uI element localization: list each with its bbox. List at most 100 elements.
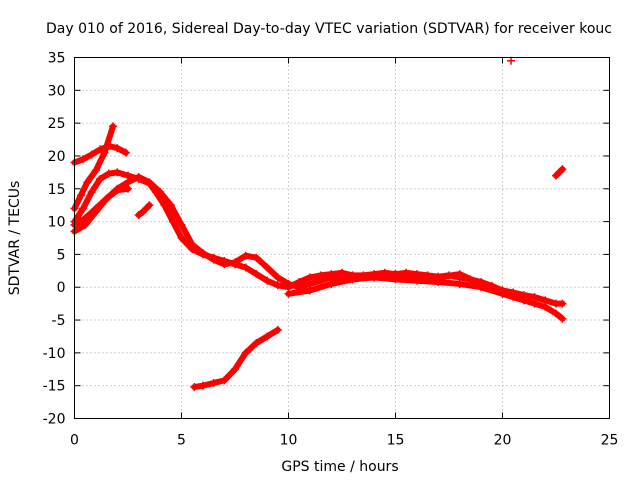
data-point (76, 191, 85, 200)
data-point (91, 204, 100, 213)
data-point (558, 299, 567, 308)
data-point (87, 188, 96, 197)
grid (74, 57, 610, 419)
data-point (87, 150, 96, 159)
data-point (391, 270, 400, 279)
data-point (231, 365, 239, 374)
data-point (284, 279, 293, 288)
data-point (166, 201, 175, 210)
data-series (70, 56, 567, 391)
data-point (509, 289, 518, 298)
data-point (305, 286, 314, 295)
data-point (109, 122, 118, 131)
series-line (135, 202, 153, 218)
data-point (241, 263, 250, 272)
data-point (263, 276, 272, 285)
data-point (552, 309, 560, 318)
data-point (156, 188, 165, 197)
x-tick-label: 0 (70, 433, 79, 449)
data-point (124, 184, 132, 193)
data-point (177, 220, 186, 229)
chart-title: Day 010 of 2016, Sidereal Day-to-day VTE… (46, 21, 612, 37)
y-tick-label: 0 (57, 280, 66, 296)
data-point (190, 382, 199, 391)
data-point (113, 186, 122, 195)
data-point (83, 178, 92, 187)
series-track-g (190, 325, 282, 391)
data-point (273, 325, 282, 334)
data-point (241, 348, 250, 357)
data-point (477, 279, 486, 288)
data-point (100, 148, 109, 157)
data-point (209, 255, 218, 264)
y-tick-labels: -20 -15 -10 -5 0 5 10 15 20 25 30 35 (43, 51, 66, 428)
data-point (121, 148, 130, 157)
series-line (71, 174, 566, 322)
data-point (134, 211, 143, 220)
plot-frame (74, 57, 610, 419)
series-track-i (507, 56, 516, 65)
data-point (168, 217, 177, 226)
y-tick-label: 25 (48, 116, 66, 132)
y-tick-label: 20 (48, 149, 66, 165)
data-point (316, 276, 325, 285)
data-point (113, 144, 122, 153)
data-point (79, 204, 88, 213)
x-tick-label: 10 (280, 433, 298, 449)
data-point (498, 289, 507, 298)
data-point (252, 339, 261, 348)
series-line (191, 326, 281, 390)
data-point (412, 271, 421, 280)
data-point (541, 302, 550, 311)
data-point (273, 281, 282, 290)
x-tick-label: 20 (494, 433, 512, 449)
data-point (327, 279, 336, 288)
data-point (263, 263, 272, 272)
data-point (455, 279, 464, 288)
data-point (552, 171, 560, 180)
data-point (134, 172, 143, 181)
x-tick-label: 25 (601, 433, 619, 449)
data-point (177, 234, 186, 242)
series-line (285, 271, 517, 297)
data-point (79, 155, 88, 164)
data-point (231, 258, 239, 267)
data-point (252, 253, 261, 262)
data-point (209, 379, 218, 388)
y-axis-label: SDTVAR / TECUs (7, 181, 23, 296)
data-point (263, 332, 272, 341)
data-point (273, 273, 282, 282)
data-point (370, 273, 379, 282)
data-point (113, 168, 122, 177)
y-tick-label: -10 (43, 346, 66, 362)
y-tick-label: 35 (48, 51, 66, 67)
data-point (81, 214, 90, 223)
y-tick-label: -15 (43, 379, 66, 395)
x-axis-label: GPS time / hours (281, 459, 398, 475)
data-point (530, 299, 539, 308)
data-point (507, 56, 516, 65)
y-tick-label: 30 (48, 83, 66, 99)
data-point (102, 194, 111, 203)
data-point (558, 314, 567, 323)
x-tick-label: 5 (177, 433, 186, 449)
data-point (198, 249, 207, 258)
x-tick-label: 15 (387, 433, 405, 449)
data-point (145, 178, 154, 187)
data-point (455, 270, 464, 279)
data-point (519, 296, 528, 305)
data-point (91, 166, 100, 175)
data-point (220, 260, 229, 269)
data-point (434, 273, 443, 282)
data-point (188, 240, 197, 249)
data-point (220, 376, 229, 385)
series-track-b (70, 122, 118, 213)
series-track-f (134, 201, 154, 220)
data-point (138, 207, 147, 216)
data-point (284, 289, 293, 298)
data-point (241, 251, 250, 260)
data-point (104, 169, 113, 178)
series-line (71, 123, 116, 212)
y-tick-label: -20 (43, 412, 66, 428)
